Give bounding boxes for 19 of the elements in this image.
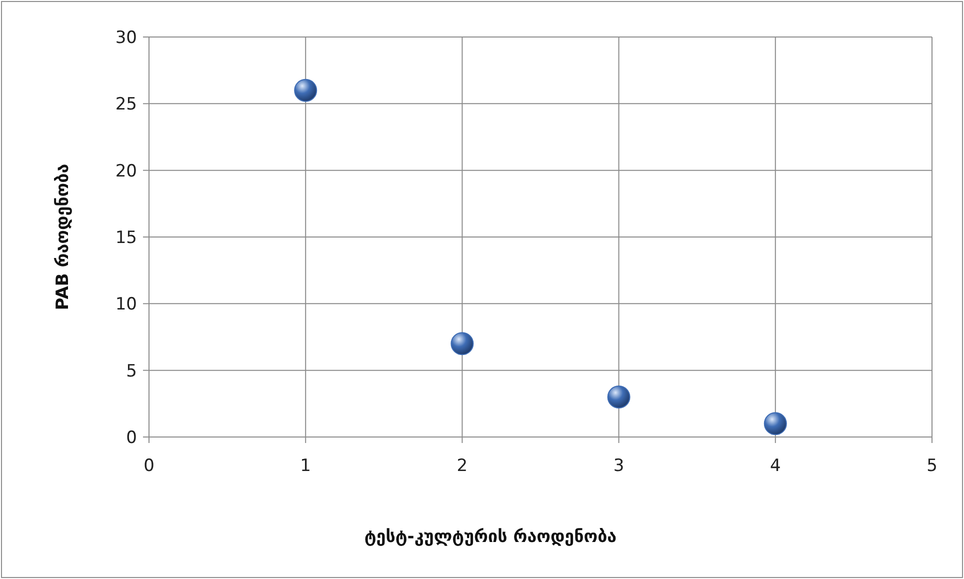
- x-tick-label: 2: [456, 456, 468, 476]
- point: [607, 386, 630, 408]
- x-axis-title: ტესტ-კულტურის რაოდენობა: [364, 527, 617, 547]
- point: [450, 332, 474, 356]
- y-tick-label: 5: [126, 361, 137, 382]
- y-tick-label: 20: [115, 161, 137, 182]
- x-tick-label: 5: [926, 456, 938, 476]
- point: [764, 412, 787, 436]
- y-tick-label: 10: [115, 294, 137, 315]
- y-tick-label: 30: [115, 28, 137, 48]
- x-tick-label: 3: [613, 456, 624, 476]
- y-axis-title: PAB რაოდენობა: [53, 164, 73, 310]
- x-tick-label: 4: [770, 456, 781, 476]
- y-tick-label: 15: [115, 228, 137, 248]
- point: [294, 78, 318, 102]
- x-tick-label: 1: [300, 456, 312, 476]
- y-tick-label: 25: [115, 94, 137, 115]
- x-tick-label: 0: [144, 456, 154, 476]
- y-tick-label: 0: [126, 428, 137, 448]
